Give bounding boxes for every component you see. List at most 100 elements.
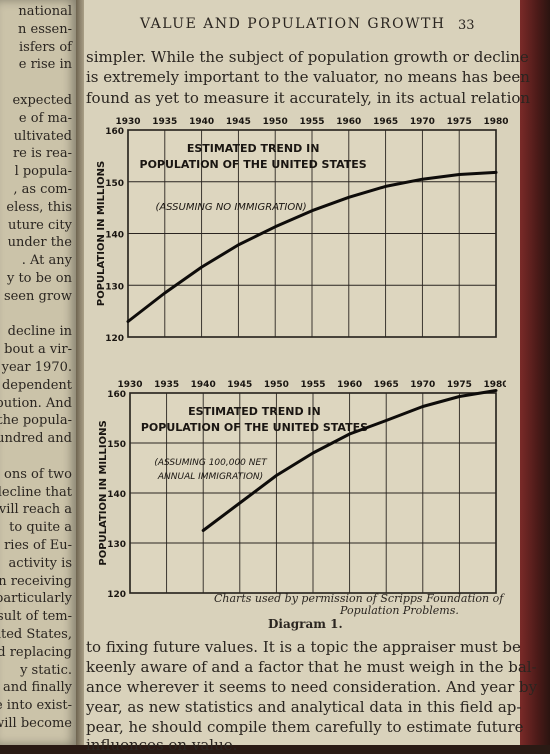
bottom-text-line-4: year, as new statistics and analytical d…	[86, 698, 522, 716]
data-point	[274, 225, 276, 228]
x-tick-label: 1945	[226, 117, 251, 127]
left-page-line: d replacing	[0, 644, 72, 660]
x-tick-label: 1930	[117, 380, 142, 390]
book-cover-edge	[520, 0, 550, 745]
x-tick-label: 1950	[263, 117, 288, 127]
bottom-text-line-1: to fixing future values. It is a topic t…	[86, 638, 521, 656]
chart-annotation: (ASSUMING 100,000 NET ANNUAL IMMIGRATION)	[154, 458, 268, 482]
left-page-line: l popula-	[14, 164, 72, 180]
chart-top: 1930 1935 1940 1945 1950 1955 1960 1965 1970 1975…	[96, 117, 508, 344]
left-page-line: decline that	[0, 484, 72, 500]
data-point	[495, 171, 497, 174]
left-page-line: uture city	[7, 217, 72, 233]
data-point	[237, 244, 240, 246]
y-tick-label: 150	[105, 179, 124, 189]
bottom-text-line-6: influences on value.	[86, 736, 238, 754]
x-tick-label: 1935	[152, 117, 177, 127]
bottom-text-line-2: keenly aware of and a factor that he mus…	[86, 658, 537, 676]
chart-annotation: (ASSUMING NO IMMIGRATION)	[155, 202, 306, 213]
left-page-line: isfers of	[19, 39, 72, 55]
data-point	[127, 320, 129, 323]
left-page-line: particularly	[0, 591, 72, 607]
right-page	[84, 0, 520, 745]
page-number: 33	[458, 18, 475, 33]
x-tick-label: 1970	[410, 380, 435, 390]
x-tick-label: 1965	[374, 380, 399, 390]
credit-line-2: Population Problems.	[340, 604, 459, 617]
x-tick-label: 1940	[189, 117, 214, 127]
chart-title: ESTIMATED TREND IN POPULATION OF THE UNIT…	[141, 405, 368, 434]
y-tick-label: 140	[105, 231, 124, 241]
left-page-line: decline in	[7, 324, 72, 340]
left-page-line: e rise in	[18, 57, 72, 73]
x-tick-label: 1965	[373, 117, 398, 127]
bottom-text-line-5: pear, he should compile them carefully t…	[86, 718, 524, 736]
data-point	[275, 474, 278, 477]
running-head: VALUE AND POPULATION GROWTH	[140, 16, 446, 32]
data-point	[348, 196, 350, 199]
left-page: national n essen-isfers of e rise in expect…	[0, 0, 78, 745]
data-point	[422, 405, 424, 408]
top-text-line-1: simpler. While the subject of population…	[86, 48, 529, 66]
y-axis-label: POPULATION IN MILLIONS	[98, 420, 109, 565]
left-page-line: re is rea-	[12, 146, 72, 162]
y-tick-label: 120	[107, 590, 126, 600]
left-page-line: . At any	[21, 253, 72, 269]
left-page-line: sult of tem-	[0, 609, 72, 625]
left-page-line: ons of two	[4, 466, 72, 482]
left-page-line: , as com-	[13, 182, 72, 197]
left-page-line: seen grow	[3, 288, 72, 304]
left-page-line: expected	[12, 93, 72, 108]
y-tick-label: 130	[105, 282, 124, 292]
left-page-line: ultivated	[13, 128, 72, 144]
x-tick-label: 1980	[483, 117, 508, 127]
left-page-line: en receiving	[0, 573, 72, 589]
x-tick-label: 1955	[299, 117, 324, 127]
bottom-text-line-3: ance wherever it seems to need considera…	[86, 678, 538, 696]
y-tick-label: 130	[107, 540, 126, 550]
left-page-line: ited States,	[0, 627, 72, 642]
left-page-line: n essen-	[18, 21, 72, 37]
x-tick-label: 1960	[336, 117, 361, 127]
data-point	[458, 395, 461, 398]
x-tick-label: 1940	[191, 380, 216, 390]
left-page-line: the popula-	[0, 413, 72, 429]
x-tick-label: 1980	[483, 380, 506, 390]
x-tick-label: 1955	[300, 380, 325, 390]
left-page-line: activity is	[8, 555, 72, 571]
top-text-line-3: found as yet to measure it accurately, i…	[86, 89, 531, 107]
left-page-line: under the	[7, 235, 72, 251]
x-tick-label: 1930	[115, 117, 140, 127]
left-page-line: e of ma-	[18, 110, 72, 126]
y-tick-label: 160	[105, 127, 124, 137]
book-gutter	[76, 0, 86, 745]
diagram-caption: Diagram 1.	[268, 617, 343, 631]
y-tick-label: 160	[107, 390, 126, 400]
data-point	[348, 433, 351, 435]
left-page-line: will become	[0, 716, 72, 731]
y-tick-label: 140	[107, 490, 126, 500]
left-page-line: to quite a	[9, 520, 72, 536]
data-point	[311, 209, 313, 212]
data-point	[385, 419, 388, 422]
x-tick-label: 1950	[264, 380, 289, 390]
left-page-line: ribution. And	[0, 395, 72, 411]
y-axis-label: POPULATION IN MILLIONS	[96, 161, 107, 306]
left-page-line: vill reach a	[0, 502, 72, 518]
left-page-line: and finally	[2, 680, 72, 696]
x-tick-label: 1935	[154, 380, 179, 390]
x-tick-label: 1975	[447, 117, 472, 127]
data-point	[458, 173, 461, 176]
data-point	[200, 266, 203, 268]
y-tick-label: 150	[107, 440, 126, 450]
chart-bottom: 1930 1935 1940 1945 1950 1955 1960 1965 1970 1975…	[98, 380, 506, 600]
x-tick-label: 1975	[447, 380, 472, 390]
data-point	[164, 292, 166, 294]
left-page-line: national	[18, 4, 72, 19]
left-page-line: y to be on	[6, 271, 72, 286]
left-page-line: e into exist-	[0, 698, 72, 714]
data-point	[202, 529, 204, 532]
data-point	[239, 502, 241, 504]
top-text-line-2: is extremely important to the valuator, …	[86, 68, 530, 86]
left-page-line: year 1970.	[1, 360, 72, 375]
